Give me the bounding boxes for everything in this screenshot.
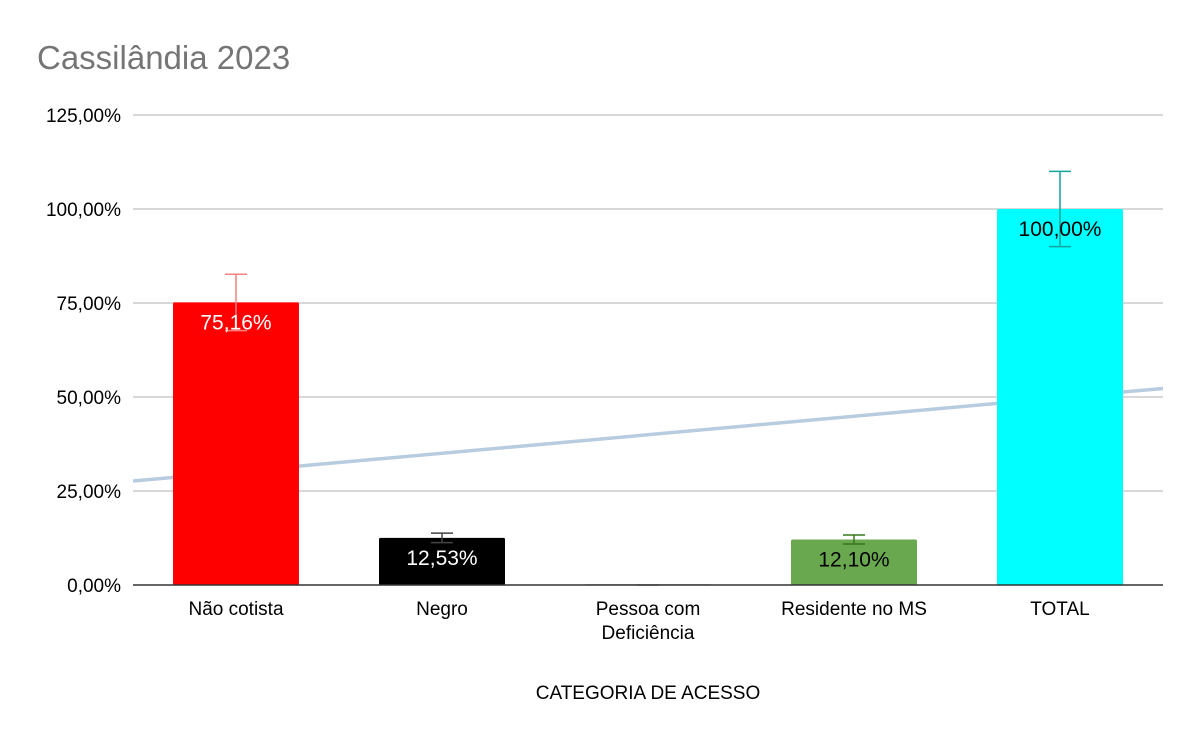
bars [173, 209, 1123, 585]
y-axis-ticks: 0,00% 25,00% 50,00% 75,00% 100,00% 125,00% [46, 106, 121, 597]
bar [379, 537, 505, 585]
y-tick-label: 0,00% [67, 576, 121, 597]
data-labels: 75,16% 12,53% 12,10% 100,00% [200, 218, 1101, 572]
bar [173, 302, 299, 585]
trendline-group [132, 386, 1164, 483]
data-label: 12,10% [818, 549, 889, 572]
chart-title: Cassilândia 2023 [37, 39, 290, 76]
y-tick-label: 100,00% [46, 200, 121, 221]
x-axis-categories: Não cotista Negro Pessoa com Deficiência Res… [188, 599, 1089, 644]
bar [791, 539, 917, 585]
error-bar [431, 532, 453, 544]
x-tick-label: Negro [416, 599, 468, 620]
x-tick-label: Não cotista [188, 599, 283, 620]
x-tick-label: TOTAL [1030, 599, 1089, 620]
error-bars [225, 170, 1071, 586]
data-label: 75,16% [200, 311, 271, 334]
y-tick-label: 50,00% [57, 388, 122, 409]
error-bar [1049, 170, 1071, 248]
data-label: 12,53% [406, 547, 477, 570]
grid-lines [133, 114, 1163, 492]
x-tick-label: Residente no MS [781, 599, 927, 620]
y-tick-label: 125,00% [46, 106, 121, 127]
y-tick-label: 25,00% [57, 482, 122, 503]
error-bar [225, 273, 247, 332]
error-bar [843, 534, 865, 545]
trendline [132, 386, 1164, 483]
y-tick-label: 75,00% [57, 294, 122, 315]
data-label: 100,00% [1019, 218, 1102, 241]
bar [997, 209, 1123, 585]
x-tick-label: Pessoa com Deficiência [596, 599, 701, 644]
x-axis-title: CATEGORIA DE ACESSO [536, 683, 761, 704]
